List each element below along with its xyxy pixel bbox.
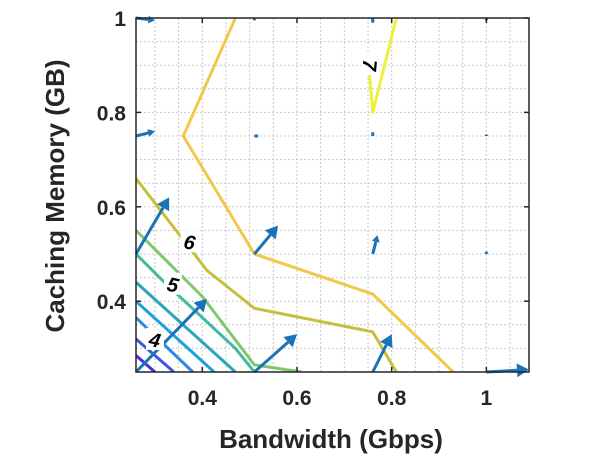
- axis-ticks: 0.4 0.6 0.8 1 0.4 0.6 0.8 1: [97, 8, 529, 410]
- contour-line-4: [136, 337, 175, 372]
- quiver-arrow: [134, 197, 170, 255]
- quiver-arrow-shaft: [253, 233, 272, 255]
- contour-line-5-5: [136, 229, 302, 372]
- quiver-arrow: [135, 129, 155, 138]
- quiver-arrow-head: [283, 334, 297, 348]
- quiver-arrow-head: [193, 298, 208, 313]
- y-tick-label: 0.6: [97, 197, 126, 220]
- quiver-arrow-head: [372, 235, 380, 243]
- contour-line-5: [136, 252, 256, 372]
- quiver-arrow-head: [380, 334, 393, 349]
- y-tick-label: 0.8: [97, 102, 127, 125]
- plot-area: [136, 18, 529, 372]
- quiver-arrow-head: [264, 225, 279, 240]
- quiver-arrow: [253, 225, 279, 255]
- quiver-arrow-head: [516, 363, 529, 378]
- quiver-arrows: [134, 15, 529, 378]
- y-tick-label: 1: [114, 8, 126, 31]
- quiver-arrow: [371, 235, 380, 255]
- x-axis-title: Bandwidth (Gbps): [219, 424, 443, 454]
- contour-line-4-5: [136, 300, 216, 372]
- y-axis-title: Caching Memory (GB): [40, 59, 70, 332]
- x-tick-label: 0.4: [188, 387, 218, 410]
- quiver-arrow: [253, 334, 297, 374]
- contour-label-4: 4: [146, 329, 162, 353]
- contour-label-background: [163, 272, 182, 295]
- x-tick-label: 1: [481, 387, 493, 410]
- quiver-arrow-head: [147, 129, 155, 137]
- quiver-arrow-shaft: [371, 344, 388, 373]
- plot-frame: [135, 17, 530, 373]
- contour-label-background: [360, 53, 379, 76]
- contour-label-background: [180, 230, 199, 253]
- contour-label-7: 7: [357, 59, 380, 73]
- x-tick-label: 0.8: [377, 387, 407, 410]
- quiver-arrow: [134, 298, 208, 374]
- grid-lines: [136, 18, 529, 372]
- quiver-arrow-head: [157, 197, 170, 212]
- quiver-arrow: [371, 334, 393, 373]
- quiver-arrow-shaft: [134, 306, 200, 374]
- contour-label-background: [145, 327, 164, 350]
- y-tick-label: 0.4: [97, 291, 127, 314]
- quiver-arrow-shaft: [134, 206, 165, 255]
- quiver-arrow-shaft: [253, 341, 290, 374]
- x-tick-label: 0.6: [282, 387, 311, 410]
- quiver-arrow-shaft: [135, 131, 149, 138]
- contour-line-4-75: [136, 281, 237, 372]
- quiver-arrow-shaft: [371, 241, 378, 255]
